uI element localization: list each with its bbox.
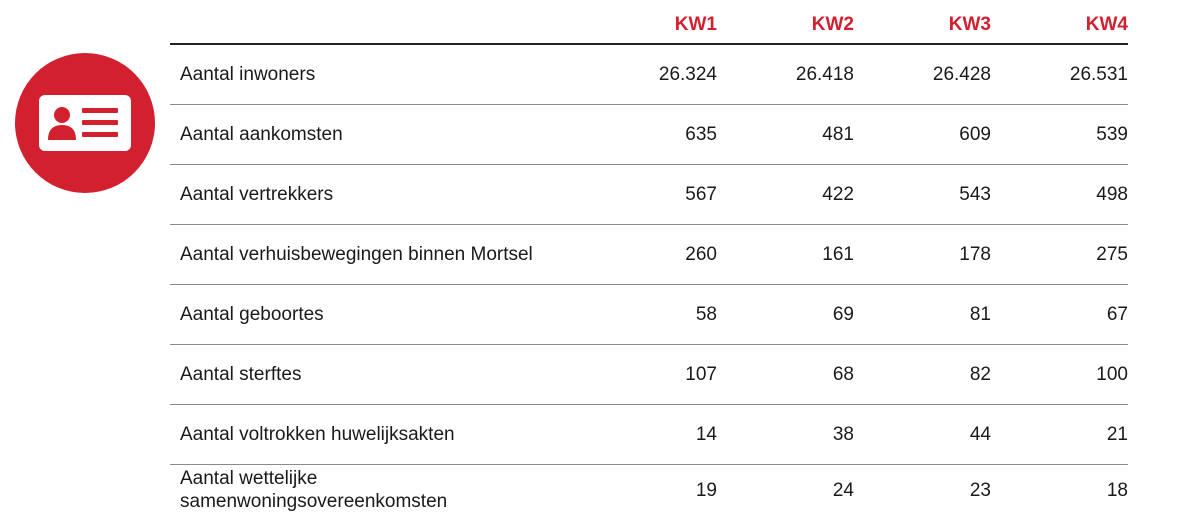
cell-value: 44 (969, 423, 991, 445)
cell-value: 635 (685, 123, 717, 145)
cell-value: 82 (969, 363, 991, 385)
column-header: KW3 (948, 13, 991, 35)
cell-value: 275 (1096, 243, 1128, 265)
cell-value: 14 (695, 423, 717, 445)
row-label: Aantal vertrekkers (180, 183, 334, 205)
cell-value: 107 (685, 363, 717, 385)
cell-value: 422 (822, 183, 854, 205)
row-label: Aantal geboortes (180, 303, 324, 325)
table-row: Aantal sterftes 107 68 82 100 (170, 344, 1128, 404)
cell-value: 260 (685, 243, 717, 265)
cell-value: 23 (969, 479, 991, 501)
cell-value: 498 (1096, 183, 1128, 205)
cell-value: 24 (832, 479, 854, 501)
table-row: Aantal verhuisbewegingen binnen Mortsel 2… (170, 224, 1128, 284)
cell-value: 26.428 (932, 63, 991, 85)
cell-value: 18 (1106, 479, 1128, 501)
row-label: Aantal wettelijke samenwoningsovereenkom… (180, 468, 448, 513)
cell-value: 178 (959, 243, 991, 265)
row-label: Aantal aankomsten (180, 123, 343, 145)
data-table: KW1 KW2 KW3 KW4 Aantal inwoners 26.324 26.418… (170, 0, 1128, 516)
cell-value: 58 (695, 303, 717, 325)
table-row: Aantal inwoners 26.324 26.418 26.428 26.531 (170, 44, 1128, 104)
cell-value: 68 (832, 363, 854, 385)
id-card-icon (15, 53, 155, 193)
cell-value: 539 (1096, 123, 1128, 145)
cell-value: 69 (832, 303, 854, 325)
row-label: Aantal voltrokken huwelijksakten (180, 423, 455, 445)
cell-value: 161 (822, 243, 854, 265)
cell-value: 100 (1096, 363, 1128, 385)
table-row: Aantal vertrekkers 567 422 543 498 (170, 164, 1128, 224)
header-row: KW1 KW2 KW3 KW4 (170, 0, 1128, 44)
cell-value: 26.531 (1069, 63, 1128, 85)
cell-value: 38 (832, 423, 854, 445)
table-row: Aantal aankomsten 635 481 609 539 (170, 104, 1128, 164)
row-label: Aantal verhuisbewegingen binnen Mortsel (180, 243, 533, 265)
cell-value: 609 (959, 123, 991, 145)
column-header: KW1 (674, 13, 717, 35)
cell-value: 81 (969, 303, 991, 325)
page: KW1 KW2 KW3 KW4 Aantal inwoners 26.324 26.418… (15, 13, 1128, 513)
cell-value: 543 (959, 183, 991, 205)
column-header: KW4 (1085, 13, 1128, 35)
cell-value: 481 (822, 123, 854, 145)
header-empty (170, 0, 580, 44)
cell-value: 26.324 (658, 63, 717, 85)
table-row: Aantal voltrokken huwelijksakten 14 38 44 21 (170, 404, 1128, 464)
column-header: KW2 (811, 13, 854, 35)
row-label: Aantal sterftes (180, 363, 302, 385)
cell-value: 567 (685, 183, 717, 205)
table-row: Aantal geboortes 58 69 81 67 (170, 284, 1128, 344)
cell-value: 67 (1106, 303, 1128, 325)
cell-value: 26.418 (795, 63, 854, 85)
row-label: Aantal inwoners (180, 63, 316, 85)
cell-value: 21 (1106, 423, 1128, 445)
table-row: Aantal wettelijke samenwoningsovereenkom… (170, 464, 1128, 516)
cell-value: 19 (695, 479, 717, 501)
